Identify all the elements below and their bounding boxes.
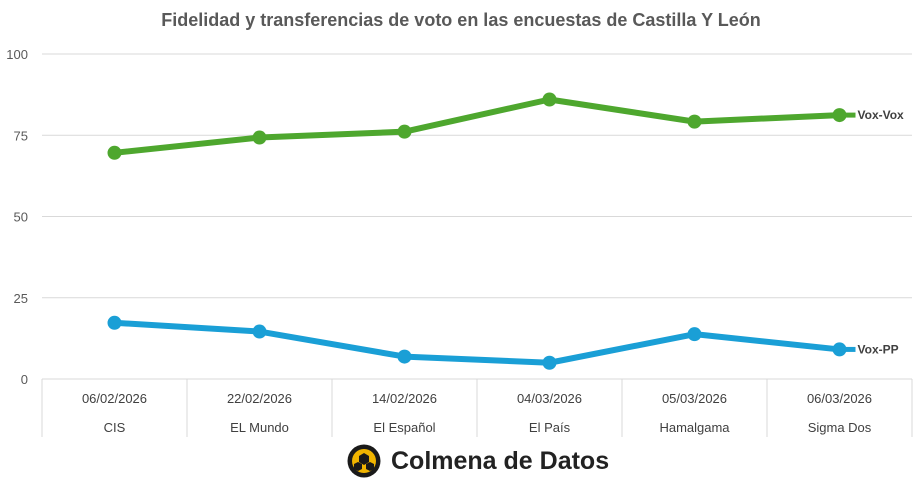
x-tick-date: 14/02/2026	[372, 391, 437, 406]
chart-title: Fidelidad y transferencias de voto en la…	[161, 10, 761, 30]
series-label: Vox-PP	[858, 342, 899, 356]
data-point	[542, 92, 557, 107]
colmena-logo-icon	[347, 444, 381, 478]
data-point	[687, 327, 702, 342]
series-line-vox-pp	[114, 319, 840, 366]
data-point	[542, 355, 557, 370]
y-tick-label: 50	[14, 210, 28, 225]
data-point	[397, 124, 412, 139]
x-tick-pollster: CIS	[104, 420, 126, 435]
x-tick-pollster: EL Mundo	[230, 420, 289, 435]
data-point	[252, 324, 267, 339]
brand-name: Colmena de Datos	[391, 446, 610, 475]
series-line-vox-vox	[114, 96, 840, 156]
x-tick-pollster: Hamalgama	[659, 420, 730, 435]
x-tick-date: 06/02/2026	[82, 391, 147, 406]
line-chart: Fidelidad y transferencias de voto en la…	[6, 10, 913, 437]
series-label: Vox-Vox	[858, 108, 905, 122]
y-tick-label: 75	[14, 128, 28, 143]
y-tick-label: 25	[14, 291, 28, 306]
x-tick-date: 04/03/2026	[517, 391, 582, 406]
y-tick-label: 100	[6, 47, 28, 62]
x-tick-pollster: Sigma Dos	[808, 420, 872, 435]
data-point	[687, 114, 702, 129]
x-tick-date: 06/03/2026	[807, 391, 872, 406]
brand-footer: Colmena de Datos	[347, 444, 609, 478]
x-tick-pollster: El Español	[373, 420, 435, 435]
x-tick-date: 22/02/2026	[227, 391, 292, 406]
y-tick-label: 0	[21, 372, 28, 387]
x-tick-pollster: El País	[529, 420, 571, 435]
data-point	[107, 315, 122, 330]
data-point	[397, 349, 412, 364]
x-tick-date: 05/03/2026	[662, 391, 727, 406]
data-point	[252, 130, 267, 145]
data-point	[107, 145, 122, 160]
